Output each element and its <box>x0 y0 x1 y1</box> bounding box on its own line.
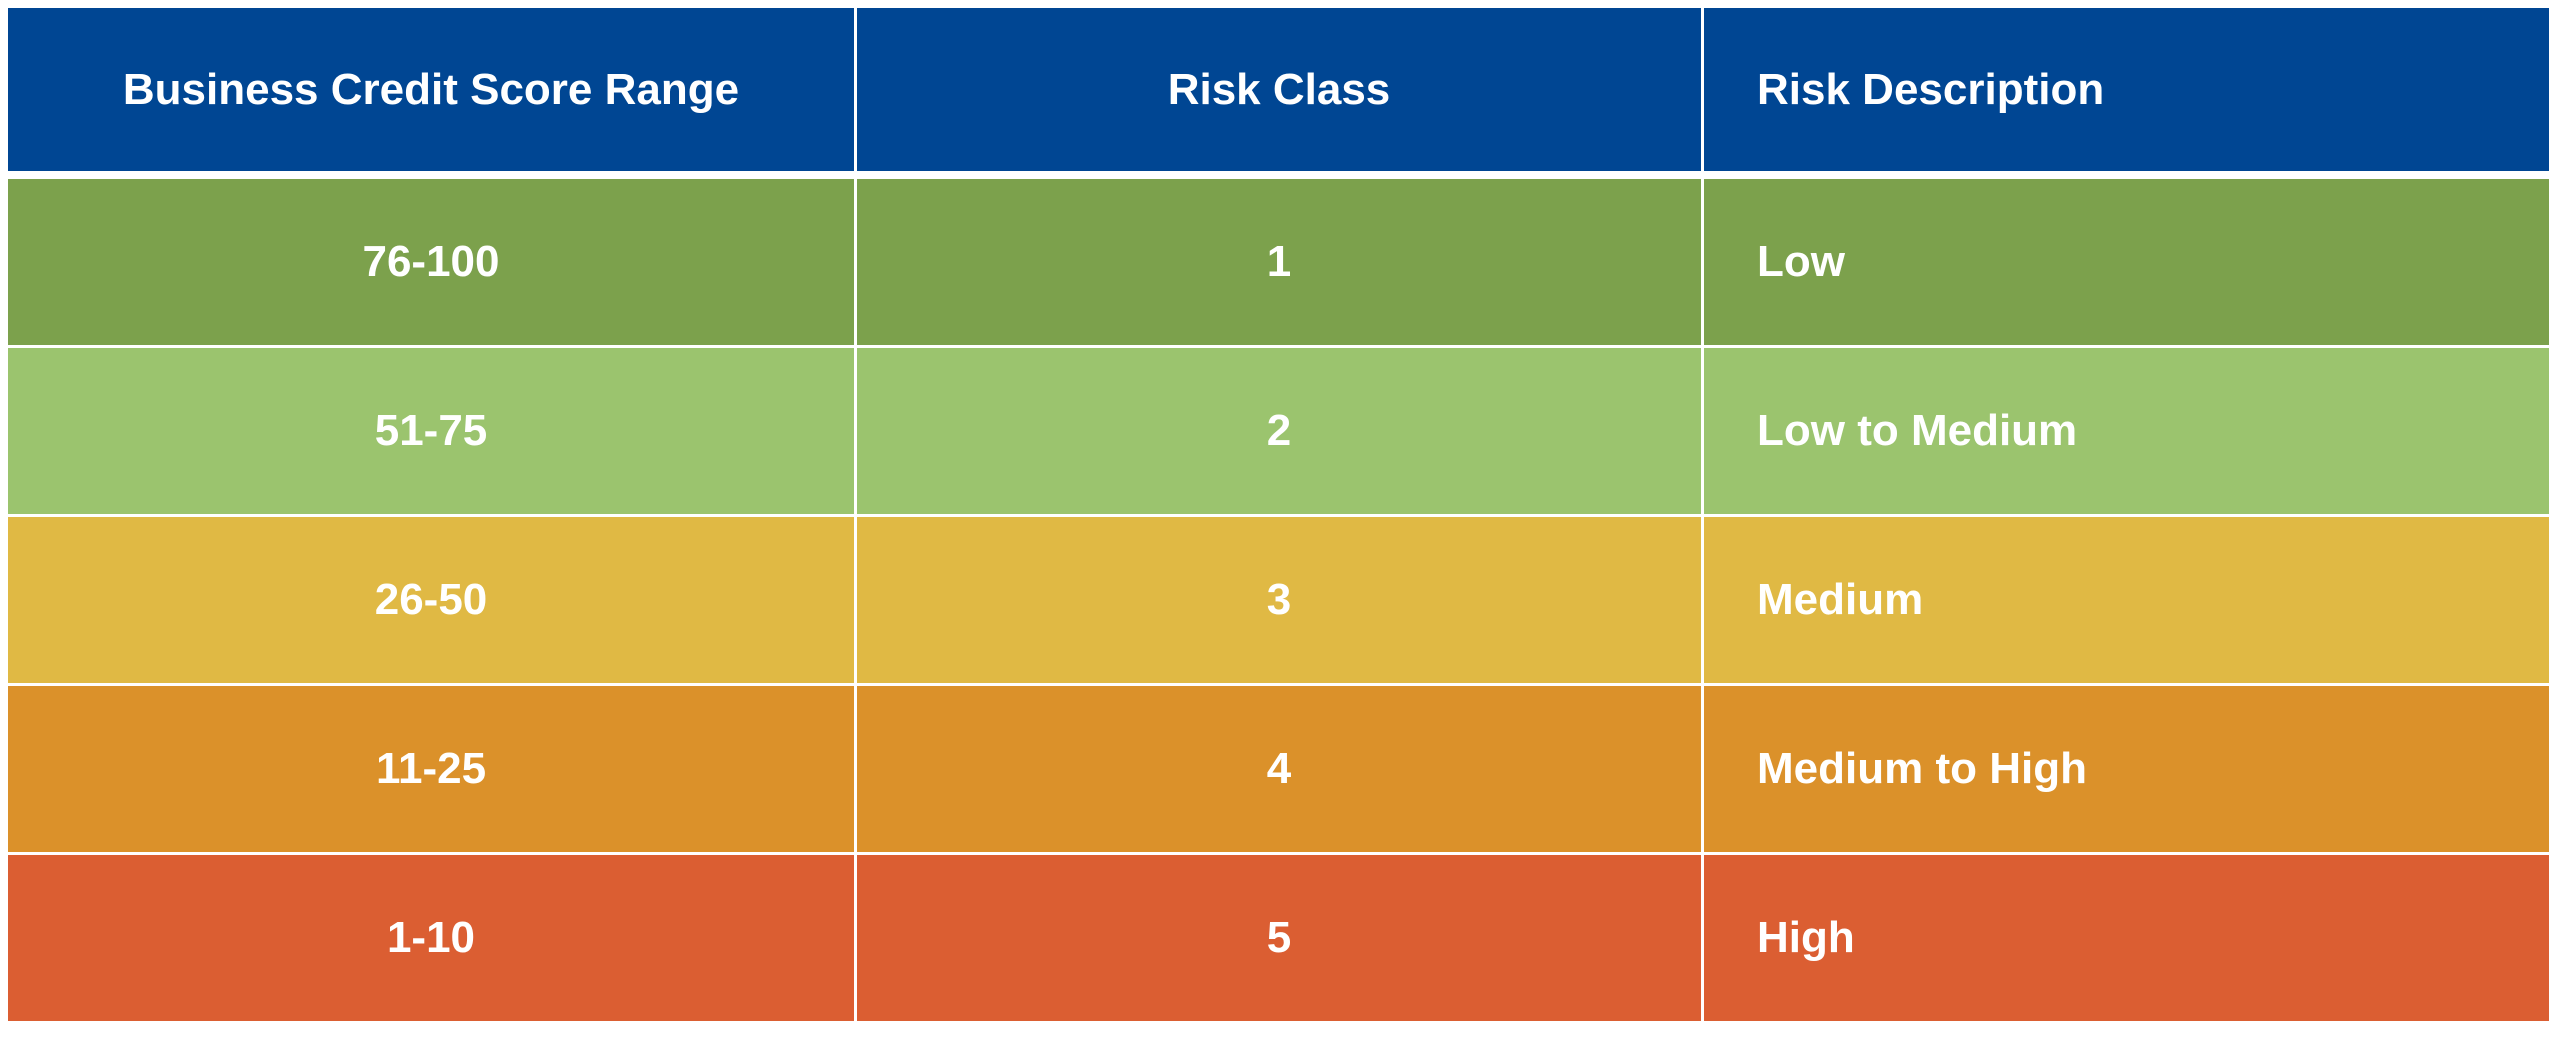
risk-class: 4 <box>857 686 1701 852</box>
risk-description: Medium <box>1704 517 2549 683</box>
risk-class: 5 <box>857 855 1701 1021</box>
risk-description: Low to Medium <box>1704 348 2549 514</box>
score-range: 1-10 <box>8 855 854 1021</box>
header-cell: Risk Description <box>1704 8 2549 171</box>
risk-class: 2 <box>857 348 1701 514</box>
risk-class: 3 <box>857 517 1701 683</box>
header-cell: Business Credit Score Range <box>8 8 854 171</box>
risk-description: Medium to High <box>1704 686 2549 852</box>
risk-class: 1 <box>857 179 1701 345</box>
score-range: 51-75 <box>8 348 854 514</box>
score-range: 76-100 <box>8 179 854 345</box>
table-row: 26-50 3 Medium <box>8 517 2549 683</box>
score-range: 26-50 <box>8 517 854 683</box>
risk-description: High <box>1704 855 2549 1021</box>
header-row: Business Credit Score Range Risk Class R… <box>8 8 2549 171</box>
table-row: 76-100 1 Low <box>8 179 2549 345</box>
header-cell: Risk Class <box>857 8 1701 171</box>
table-row: 51-75 2 Low to Medium <box>8 348 2549 514</box>
risk-table: Business Credit Score Range Risk Class R… <box>8 8 2549 1024</box>
score-range: 11-25 <box>8 686 854 852</box>
table-row: 1-10 5 High <box>8 855 2549 1021</box>
risk-description: Low <box>1704 179 2549 345</box>
table-row: 11-25 4 Medium to High <box>8 686 2549 852</box>
